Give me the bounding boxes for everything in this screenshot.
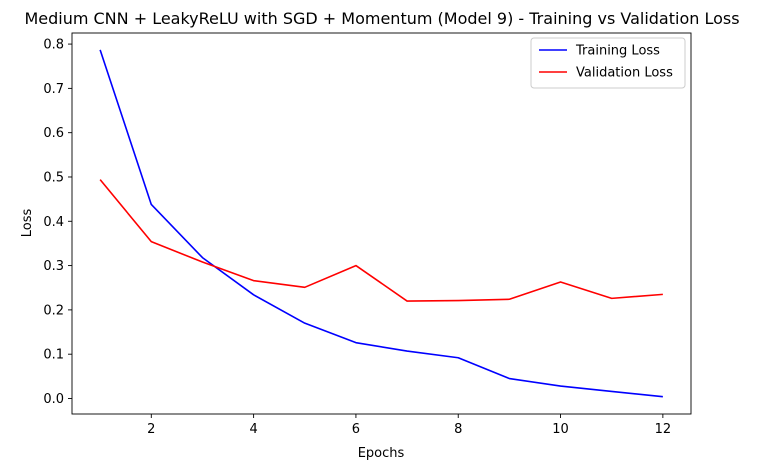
chart-title: Medium CNN + LeakyReLU with SGD + Moment…	[24, 9, 739, 28]
y-tick-label: 0.4	[43, 215, 64, 230]
y-tick-label: 0.7	[43, 82, 64, 97]
legend-box	[530, 37, 686, 89]
legend-entry-label: Validation Loss	[576, 66, 673, 81]
series-line-training-loss	[99, 49, 663, 398]
x-tick-label: 10	[552, 422, 569, 437]
plot-area-frame	[71, 32, 692, 415]
y-axis: 0.0 0.1 0.2 0.3 0.4 0.5 0.6 0.7 0.8	[43, 38, 72, 407]
x-axis: 2 4 6 8 10 12	[147, 414, 671, 437]
x-tick-label: 4	[249, 422, 257, 437]
legend: Training Loss Validation Loss	[530, 37, 686, 89]
x-tick-label: 6	[352, 422, 360, 437]
x-tick-label: 12	[655, 422, 672, 437]
y-tick-label: 0.3	[43, 259, 64, 274]
y-tick-label: 0.2	[43, 303, 64, 318]
x-axis-label: Epochs	[358, 446, 405, 461]
legend-entry-label: Training Loss	[575, 44, 660, 59]
series-lines	[99, 49, 663, 398]
y-tick-label: 0.0	[43, 392, 64, 407]
y-tick-label: 0.5	[43, 170, 64, 185]
y-tick-label: 0.8	[43, 38, 64, 53]
y-axis-label: Loss	[20, 209, 35, 238]
series-line-validation-loss	[99, 179, 663, 302]
x-tick-label: 2	[147, 422, 155, 437]
y-tick-label: 0.1	[43, 348, 64, 363]
y-tick-label: 0.6	[43, 126, 64, 141]
x-tick-label: 8	[454, 422, 462, 437]
